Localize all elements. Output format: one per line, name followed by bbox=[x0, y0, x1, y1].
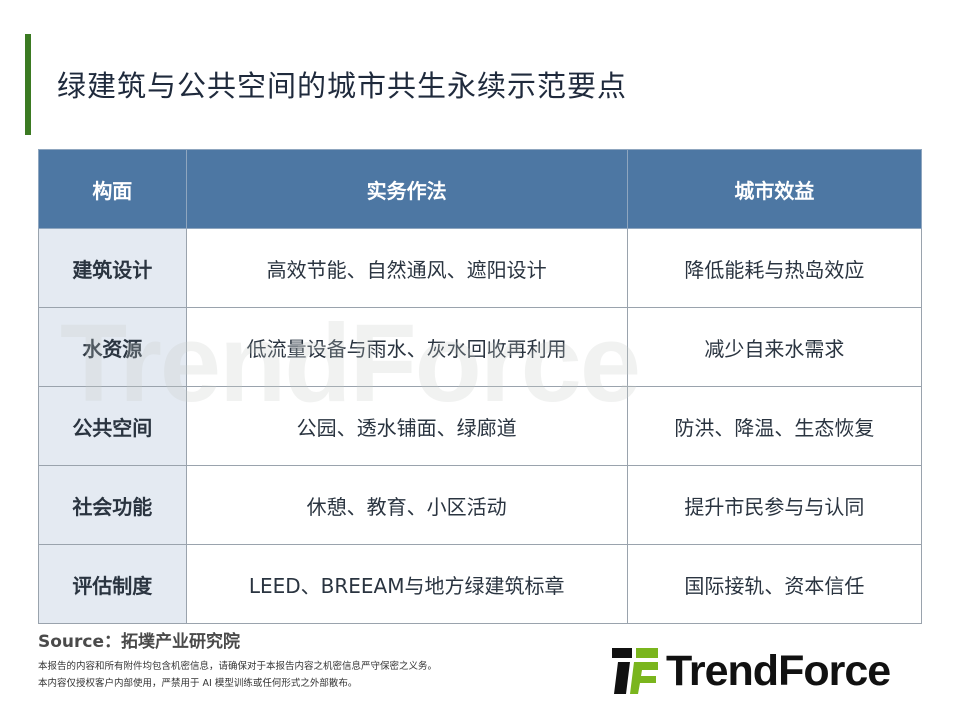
title-accent-bar bbox=[25, 34, 31, 135]
table-row: 建筑设计 高效节能、自然通风、遮阳设计 降低能耗与热岛效应 bbox=[38, 228, 923, 308]
summary-table: 构面 实务作法 城市效益 建筑设计 高效节能、自然通风、遮阳设计 降低能耗与热岛… bbox=[38, 149, 923, 624]
disclaimer-line-2: 本内容仅授权客户内部使用，严禁用于 AI 模型训练或任何形式之外部散布。 bbox=[38, 678, 358, 689]
table-row: 水资源 低流量设备与雨水、灰水回收再利用 减少自来水需求 bbox=[38, 307, 923, 387]
cell-practice: 休憩、教育、小区活动 bbox=[185, 465, 628, 545]
cell-benefit: 国际接轨、资本信任 bbox=[626, 544, 923, 624]
cell-practice: 公园、透水铺面、绿廊道 bbox=[185, 386, 628, 466]
header-practice: 实务作法 bbox=[185, 149, 628, 229]
cell-practice: 低流量设备与雨水、灰水回收再利用 bbox=[185, 307, 628, 387]
cell-practice: LEED、BREEAM与地方绿建筑标章 bbox=[185, 544, 628, 624]
logo-text: TrendForce bbox=[666, 646, 891, 695]
cell-dimension: 建筑设计 bbox=[38, 228, 187, 308]
table-row: 评估制度 LEED、BREEAM与地方绿建筑标章 国际接轨、资本信任 bbox=[38, 544, 923, 624]
page-title: 绿建筑与公共空间的城市共生永续示范要点 bbox=[57, 69, 628, 103]
cell-dimension: 公共空间 bbox=[38, 386, 187, 466]
cell-practice: 高效节能、自然通风、遮阳设计 bbox=[185, 228, 628, 308]
cell-dimension: 评估制度 bbox=[38, 544, 187, 624]
table-row: 社会功能 休憩、教育、小区活动 提升市民参与与认同 bbox=[38, 465, 923, 545]
cell-dimension: 水资源 bbox=[38, 307, 187, 387]
disclaimer-line-1: 本报告的内容和所有附件均包含机密信息，请确保对于本报告内容之机密信息严守保密之义… bbox=[38, 661, 438, 672]
trendforce-logo-icon bbox=[612, 648, 658, 694]
cell-benefit: 防洪、降温、生态恢复 bbox=[626, 386, 923, 466]
cell-dimension: 社会功能 bbox=[38, 465, 187, 545]
source-note: Source：拓墣产业研究院 bbox=[38, 632, 241, 652]
table-row: 公共空间 公园、透水铺面、绿廊道 防洪、降温、生态恢复 bbox=[38, 386, 923, 466]
cell-benefit: 降低能耗与热岛效应 bbox=[626, 228, 923, 308]
cell-benefit: 提升市民参与与认同 bbox=[626, 465, 923, 545]
header-dimension: 构面 bbox=[38, 149, 187, 229]
cell-benefit: 减少自来水需求 bbox=[626, 307, 923, 387]
header-benefit: 城市效益 bbox=[626, 149, 923, 229]
table-header-row: 构面 实务作法 城市效益 bbox=[38, 149, 923, 229]
trendforce-logo: TrendForce bbox=[612, 646, 891, 695]
